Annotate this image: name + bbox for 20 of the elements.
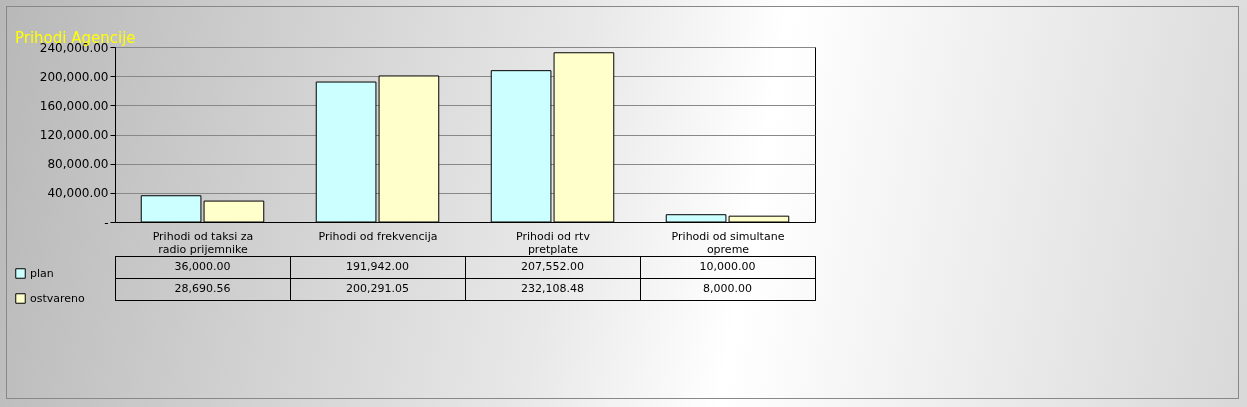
y-tick-label: 160,000.00: [39, 98, 109, 113]
data-label: 28,690.56: [174, 282, 231, 295]
data-label: 36,000.00: [174, 260, 231, 273]
x-tick-label: Prihodi od rtv pretplate: [516, 229, 591, 256]
data-label: 8,000.00: [703, 282, 752, 295]
y-tick-label: 80,000.00: [47, 157, 109, 172]
data-label: 207,552.00: [521, 260, 584, 273]
legend-label: plan: [30, 266, 54, 280]
x-tick-label: Prihodi od frekvencija: [318, 229, 438, 243]
x-tick-label: Prihodi od taksi za radio prijemnike: [152, 229, 254, 256]
y-tick-label: 40,000.00: [47, 186, 109, 201]
data-label: 10,000.00: [699, 260, 756, 273]
y-tick-label: 120,000.00: [39, 128, 109, 142]
data-label: 232,108.48: [521, 282, 584, 295]
x-tick-label: Prihodi od simultane opreme: [671, 229, 785, 256]
y-tick-label: 200,000.00: [39, 69, 109, 84]
data-label: 200,291.05: [346, 282, 409, 295]
y-tick-label: -: [104, 215, 109, 230]
data-label: 191,942.00: [346, 260, 409, 273]
legend-label: ostvareno: [30, 291, 86, 305]
